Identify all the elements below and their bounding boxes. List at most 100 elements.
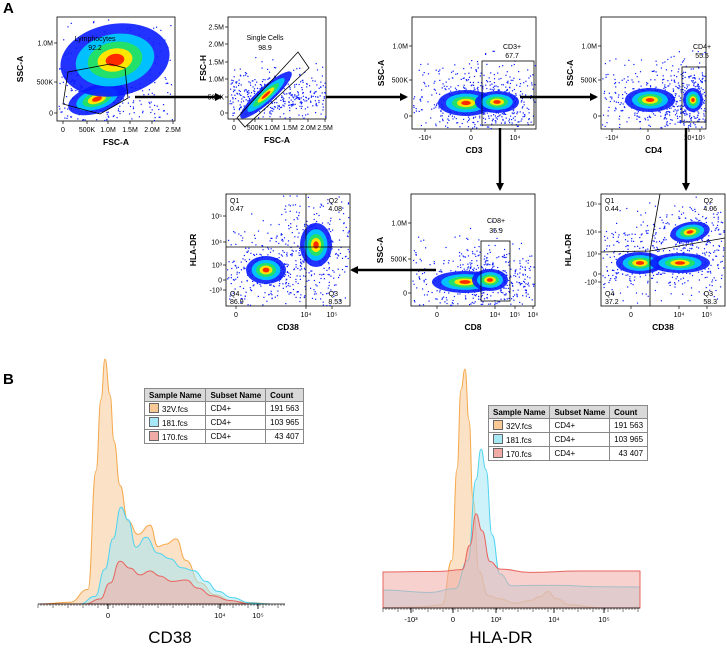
x-tick-label: 10⁵ bbox=[702, 312, 713, 319]
quadrant-name: Q1 bbox=[230, 198, 239, 205]
y-tick-label: 10³ bbox=[212, 263, 223, 270]
y-tick-label: -10³ bbox=[210, 288, 223, 295]
x-tick-label: 2.5M bbox=[317, 125, 333, 132]
quadrant-value: 0.44 bbox=[605, 206, 619, 213]
x-axis-label: FSC-A bbox=[103, 137, 129, 147]
x-axis-label: CD8 bbox=[464, 322, 481, 332]
density-cloud bbox=[413, 50, 536, 129]
y-axis-label: SSC-A bbox=[376, 60, 386, 86]
quadrant-value: 4.06 bbox=[703, 206, 717, 213]
y-tick-label: 500K bbox=[37, 80, 54, 87]
gate-name: Single Cells bbox=[247, 35, 284, 42]
gate-name: CD3+ bbox=[503, 44, 521, 51]
legend-count: 103 965 bbox=[265, 415, 305, 430]
y-tick-label: 0 bbox=[593, 114, 597, 121]
x-tick-label: -10⁴ bbox=[418, 135, 431, 142]
x-tick-label: 2.0M bbox=[144, 127, 160, 134]
quadrant-name: Q4 bbox=[605, 291, 614, 298]
legend-sample: 32V.fcs bbox=[506, 422, 532, 431]
legend-count: 191 563 bbox=[609, 418, 649, 433]
gate-value: 67.7 bbox=[505, 53, 519, 60]
legend-sample: 170.fcs bbox=[162, 433, 188, 442]
x-tick-label: 0 bbox=[61, 127, 65, 134]
density-cloud bbox=[227, 195, 350, 306]
legend-row: 32V.fcs CD4+ 191 563 bbox=[487, 418, 649, 433]
gate-shape bbox=[236, 51, 310, 128]
legend-header-subset: Subset Name bbox=[549, 405, 611, 419]
x-tick-label: 10⁴ bbox=[674, 312, 685, 319]
plot-frame bbox=[227, 16, 327, 120]
x-axis-label: FSC-A bbox=[264, 135, 290, 145]
legend-subset: CD4+ bbox=[549, 418, 611, 433]
hist-curve-170 bbox=[382, 513, 641, 609]
legend-table-hladr: Sample Name Subset Name Count 32V.fcs CD… bbox=[487, 405, 649, 461]
y-tick-label: 2.5M bbox=[208, 25, 224, 32]
quadrant-value: 58.3 bbox=[703, 299, 717, 306]
panel-label-a: A bbox=[3, 0, 14, 17]
y-tick-label: 1.0M bbox=[37, 41, 53, 48]
legend-count: 103 965 bbox=[609, 432, 649, 447]
y-tick-label: -10³ bbox=[585, 280, 598, 287]
legend-swatch-32v bbox=[493, 420, 503, 430]
gate-name: Lymphocytes bbox=[75, 36, 116, 43]
y-tick-label: 10⁵ bbox=[211, 214, 222, 221]
quadrant-name: Q2 bbox=[329, 198, 338, 205]
legend-swatch-181 bbox=[493, 434, 503, 444]
density-cloud bbox=[58, 19, 173, 121]
legend-sample: 170.fcs bbox=[506, 450, 532, 459]
y-axis-label: SSC-A bbox=[15, 56, 25, 82]
legend-row: 181.fcs CD4+ 103 965 bbox=[487, 432, 649, 447]
legend-sample: 32V.fcs bbox=[162, 405, 188, 414]
y-tick-label: 0 bbox=[218, 278, 222, 285]
plot-cd38_hladr_cd8: 0 10⁴ 10⁵ -10³ 0 10³ 10⁴ 10⁵ CD38 HLA-DR Q10.47 Q24… bbox=[188, 193, 351, 332]
x-tick-label: 0 bbox=[629, 312, 633, 319]
legend-row: 181.fcs CD4+ 103 965 bbox=[143, 415, 305, 430]
quadrant-line bbox=[649, 193, 661, 306]
legend-count: 43 407 bbox=[265, 429, 305, 444]
legend-row: 170.fcs CD4+ 43 407 bbox=[487, 446, 649, 461]
hist-hladr-xlabel: HLA-DR bbox=[469, 628, 533, 647]
y-tick-label: 10⁴ bbox=[586, 230, 597, 237]
quadrant-name: Q2 bbox=[704, 198, 713, 205]
legend-table-cd38: Sample Name Subset Name Count 32V.fcs CD… bbox=[143, 388, 305, 444]
panel-label-b: B bbox=[3, 371, 14, 388]
gate-value: 98.9 bbox=[258, 45, 272, 52]
x-tick-label: 1.0M bbox=[264, 125, 280, 132]
hist-x-tick-label: 10⁴ bbox=[214, 611, 226, 620]
y-axis-label: FSC-H bbox=[198, 55, 208, 81]
quadrant-name: Q4 bbox=[230, 291, 239, 298]
gate-shape bbox=[480, 240, 511, 302]
y-tick-label: 1.0M bbox=[392, 44, 408, 51]
gate-value: 55.5 bbox=[695, 53, 709, 60]
legend-count: 191 563 bbox=[265, 401, 305, 416]
y-axis-label: HLA-DR bbox=[563, 234, 573, 267]
legend-header-sample: Sample Name bbox=[143, 388, 207, 402]
x-tick-label: 500K bbox=[247, 125, 264, 132]
x-tick-label: 0 bbox=[234, 312, 238, 319]
legend-header-sample: Sample Name bbox=[487, 405, 551, 419]
y-tick-label: 0 bbox=[404, 114, 408, 121]
x-tick-label: 2.0M bbox=[300, 125, 316, 132]
y-tick-label: 10⁵ bbox=[586, 202, 597, 209]
gate-name: CD8+ bbox=[487, 218, 505, 225]
y-tick-label: 2.0M bbox=[208, 42, 224, 49]
legend-swatch-32v bbox=[149, 403, 159, 413]
plot-cd3_ssc: -10⁴ 0 10⁴ 0 500K 1.0M CD3 SSC-A CD3+ 67.7 bbox=[376, 16, 537, 155]
x-tick-label: 10⁴ bbox=[510, 135, 521, 142]
gate-value: 35.9 bbox=[489, 228, 503, 235]
legend-swatch-170 bbox=[493, 448, 503, 458]
legend-subset: CD4+ bbox=[549, 446, 611, 461]
gate-value: 92.2 bbox=[88, 45, 102, 52]
hist-x-tick-label: -10³ bbox=[404, 615, 418, 624]
legend-subset: CD4+ bbox=[205, 429, 267, 444]
quadrant-name: Q3 bbox=[329, 291, 338, 298]
y-axis-label: SSC-A bbox=[565, 60, 575, 86]
quadrant-value: 4.08 bbox=[328, 206, 342, 213]
x-axis-label: CD3 bbox=[465, 145, 482, 155]
hist-curve-170 bbox=[39, 560, 251, 605]
quadrant-name: Q3 bbox=[704, 291, 713, 298]
hist-cd38-xlabel: CD38 bbox=[148, 628, 192, 647]
x-axis-label: CD38 bbox=[277, 322, 299, 332]
